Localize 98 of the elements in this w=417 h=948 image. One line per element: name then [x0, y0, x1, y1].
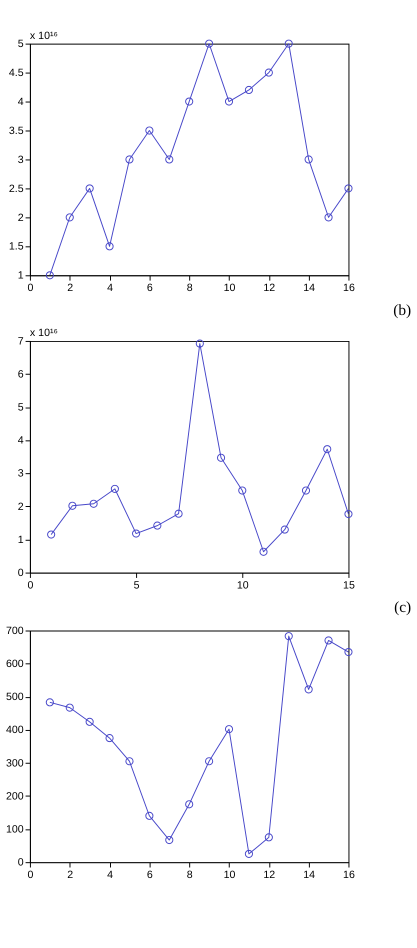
text: (b) [393, 302, 412, 319]
point [66, 213, 74, 222]
point [68, 502, 76, 510]
point [125, 155, 134, 164]
x-tick-label: 0 [27, 282, 34, 294]
y-tick-label: 100 [6, 823, 24, 836]
y-tick-label: 600 [6, 658, 24, 670]
x-tick-label: 10 [224, 282, 236, 294]
point [205, 40, 214, 48]
x-tick-label: 0 [27, 869, 34, 882]
point [238, 486, 246, 495]
x-tick-label: 15 [343, 580, 355, 592]
point [86, 184, 94, 192]
point [284, 40, 293, 48]
point [185, 800, 194, 808]
x-tick-label: 16 [343, 869, 355, 882]
point [86, 718, 94, 726]
y-tick-label: 1 [18, 270, 24, 282]
x-tick-label: 2 [67, 282, 74, 294]
point [174, 510, 183, 518]
point [344, 510, 353, 518]
y-tick-label: 6 [18, 368, 24, 380]
point [344, 184, 353, 192]
x-tick-label: 14 [303, 869, 316, 882]
y-tick-label: 300 [6, 757, 24, 770]
point [46, 698, 54, 706]
x-tick-label: 8 [186, 869, 193, 882]
y-tick-label: 4 [18, 96, 24, 108]
y-tick-label: 0 [18, 856, 24, 869]
point [165, 155, 174, 164]
point [224, 725, 234, 734]
point [244, 850, 253, 858]
y-tick-label: 3.5 [8, 124, 24, 137]
point [344, 648, 353, 656]
text: x 10¹⁶ [30, 30, 58, 42]
y-tick-label: 1.5 [8, 240, 24, 253]
point [284, 632, 293, 640]
text: x 10¹⁶ [30, 327, 58, 340]
point [153, 522, 162, 530]
point [264, 68, 273, 77]
point [264, 833, 273, 842]
x-tick-label: 12 [263, 282, 276, 294]
point [304, 685, 313, 694]
point [90, 500, 98, 508]
x-tick-label: 10 [224, 869, 236, 882]
point [224, 97, 234, 106]
y-tick-label: 7 [18, 335, 24, 348]
y-tick-label: 3 [18, 468, 24, 480]
x-tick-label: 14 [303, 282, 316, 294]
point [66, 704, 74, 712]
x-tick-label: 6 [146, 282, 153, 294]
x-tick-label: 16 [343, 282, 355, 294]
point [105, 242, 114, 250]
y-tick-label: 700 [6, 624, 24, 637]
point [105, 734, 114, 742]
x-tick-label: 4 [107, 869, 114, 882]
x-tick-label: 2 [67, 869, 74, 882]
point [280, 526, 289, 534]
y-tick-label: 2 [18, 212, 24, 224]
x-tick-label: 5 [134, 580, 140, 592]
y-tick-label: 2.5 [8, 182, 24, 195]
point [324, 636, 333, 645]
point [304, 155, 313, 164]
point [244, 86, 253, 94]
x-tick-label: 12 [263, 869, 276, 882]
y-tick-label: 400 [6, 724, 24, 736]
y-tick-label: 1 [18, 534, 24, 546]
point [145, 812, 154, 820]
x-tick-label: 6 [146, 869, 153, 882]
y-tick-label: 4 [18, 434, 24, 447]
point [125, 757, 134, 766]
y-tick-label: 5 [18, 402, 24, 414]
y-tick-label: 2 [18, 500, 24, 513]
x-tick-label: 0 [27, 580, 34, 592]
y-tick-label: 5 [18, 38, 24, 50]
point [185, 97, 194, 106]
y-tick-label: 0 [18, 566, 24, 579]
point [259, 548, 268, 556]
text: (c) [394, 599, 412, 616]
point [165, 836, 174, 844]
point [47, 530, 56, 539]
x-tick-label: 4 [107, 282, 114, 294]
point [110, 484, 119, 493]
point [145, 126, 154, 135]
point [205, 757, 214, 766]
point [216, 454, 226, 462]
y-tick-label: 3 [18, 154, 24, 166]
y-tick-label: 200 [6, 790, 24, 802]
point [323, 445, 332, 454]
x-tick-label: 8 [186, 282, 193, 294]
point [302, 486, 310, 495]
y-tick-label: 4.5 [8, 66, 24, 79]
point [324, 213, 333, 222]
point [196, 340, 204, 348]
x-tick-label: 10 [236, 580, 249, 592]
y-tick-label: 500 [6, 691, 24, 704]
point [46, 271, 54, 280]
point [132, 530, 140, 538]
